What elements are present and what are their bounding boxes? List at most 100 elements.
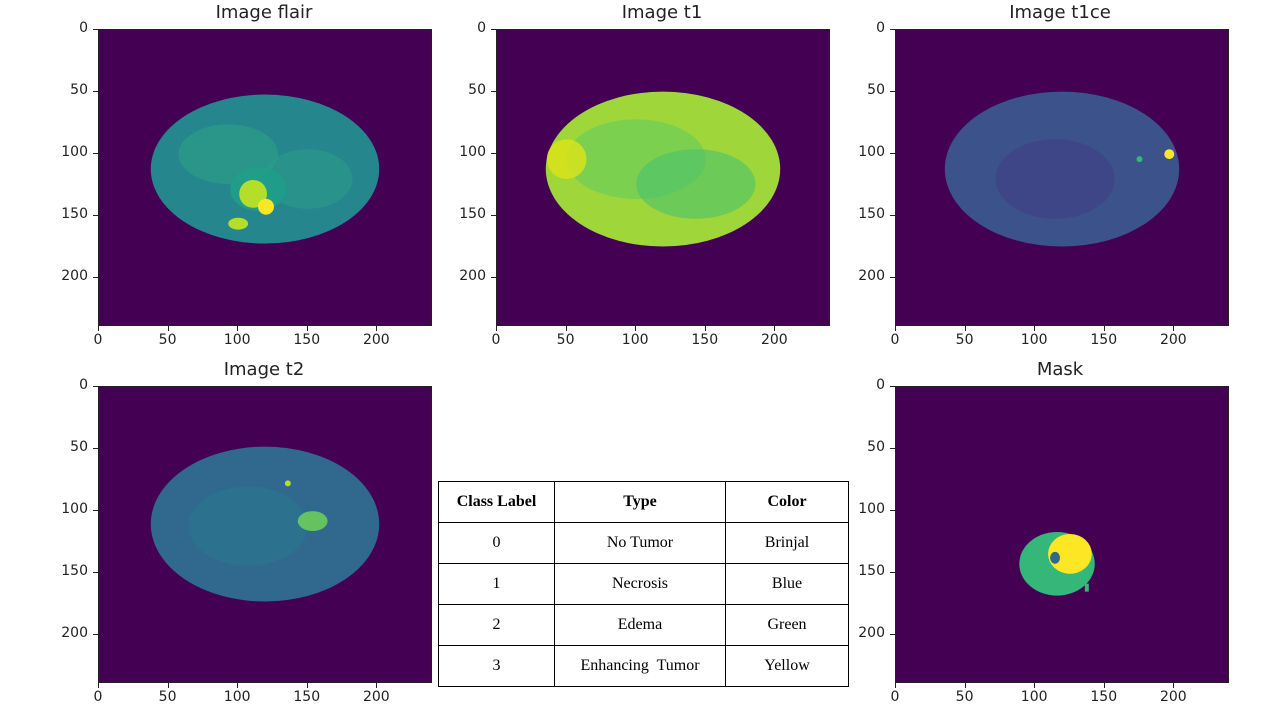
y-tick-mark [890,276,895,278]
cell-type: Enhancing Tumor [554,645,726,687]
y-tick-mark [491,152,496,154]
table-row: 2 Edema Green [438,604,849,646]
header-type: Type [554,481,726,523]
panel-title: Image flair [215,2,313,23]
x-tick-mark [167,326,169,331]
y-tick-label: 200 [858,624,885,641]
y-tick-mark [93,90,98,92]
y-tick-mark [890,90,895,92]
x-tick-label: 200 [362,689,390,705]
x-tick-mark [306,683,308,688]
panel-title: Image t1ce [1009,2,1111,23]
x-tick-label: 150 [293,332,321,348]
x-tick-mark [1173,683,1175,688]
tumor-mask [1019,532,1095,596]
header-color: Color [725,481,849,523]
cell-class-label: 3 [438,645,555,687]
x-tick-label: 200 [1159,332,1187,348]
x-tick-label: 0 [890,689,900,705]
y-tick-mark [890,633,895,635]
y-tick-mark [890,509,895,511]
x-tick-label: 200 [760,332,788,348]
y-tick-mark [93,447,98,449]
panel-title: Image t1 [621,2,703,23]
x-tick-mark [496,326,497,331]
x-tick-mark [1173,326,1175,331]
y-tick-label: 50 [70,438,88,455]
image-t1ce [895,29,1229,326]
x-tick-label: 50 [955,689,974,705]
y-tick-mark [491,29,496,30]
y-tick-label: 150 [858,205,885,222]
cell-type: Necrosis [554,563,726,605]
header-class-label: Class Label [438,481,555,523]
x-tick-label: 50 [158,689,177,705]
cell-class-label: 2 [438,604,555,646]
x-tick-label: 150 [691,332,719,348]
brain-slice-t1 [545,91,781,247]
x-tick-mark [98,683,99,688]
y-tick-label: 50 [468,81,486,98]
y-tick-label: 200 [858,267,885,284]
y-tick-mark [890,214,895,216]
y-tick-label: 100 [858,500,885,517]
x-tick-mark [1034,326,1036,331]
y-tick-label: 50 [867,438,885,455]
cell-color: Green [725,604,849,646]
x-tick-mark [895,683,896,688]
y-tick-label: 150 [61,562,88,579]
x-tick-mark [376,326,378,331]
y-tick-label: 200 [459,267,486,284]
table-row: 0 No Tumor Brinjal [438,522,849,564]
panel-title: Mask [1036,359,1084,380]
x-tick-label: 150 [1090,689,1118,705]
brain-slice-t2 [150,446,380,602]
y-tick-label: 150 [459,205,486,222]
cell-type: No Tumor [554,522,726,564]
y-tick-mark [890,571,895,573]
image-mask [895,386,1229,683]
x-tick-label: 0 [93,332,103,348]
y-tick-label: 50 [867,81,885,98]
y-tick-label: 0 [477,20,486,36]
y-tick-mark [93,571,98,573]
brain-slice-flair [150,94,380,244]
image-flair [98,29,432,326]
x-tick-mark [167,683,169,688]
x-tick-mark [1103,683,1105,688]
cell-class-label: 1 [438,563,555,605]
y-tick-mark [93,386,98,387]
x-tick-mark [635,326,637,331]
y-tick-mark [890,152,895,154]
x-tick-label: 200 [1159,689,1187,705]
x-tick-mark [704,326,706,331]
x-tick-label: 50 [158,332,177,348]
cell-class-label: 0 [438,522,555,564]
y-tick-mark [93,509,98,511]
x-tick-label: 0 [93,689,103,705]
y-tick-mark [93,633,98,635]
x-tick-mark [98,326,99,331]
y-tick-label: 0 [876,20,885,36]
table-row: 1 Necrosis Blue [438,563,849,605]
cell-color: Yellow [725,645,849,687]
x-tick-mark [237,683,239,688]
x-tick-label: 100 [223,689,251,705]
y-tick-mark [93,152,98,154]
cell-color: Brinjal [725,522,849,564]
y-tick-label: 100 [61,143,88,160]
x-tick-label: 100 [1020,689,1048,705]
x-tick-mark [1034,683,1036,688]
x-tick-label: 150 [293,689,321,705]
y-tick-mark [491,276,496,278]
x-tick-label: 100 [621,332,649,348]
x-tick-mark [964,683,966,688]
y-tick-label: 100 [459,143,486,160]
x-tick-mark [306,326,308,331]
x-tick-mark [774,326,776,331]
y-tick-label: 100 [858,143,885,160]
x-tick-mark [1103,326,1105,331]
x-tick-label: 150 [1090,332,1118,348]
x-tick-label: 0 [491,332,501,348]
x-tick-label: 50 [556,332,575,348]
